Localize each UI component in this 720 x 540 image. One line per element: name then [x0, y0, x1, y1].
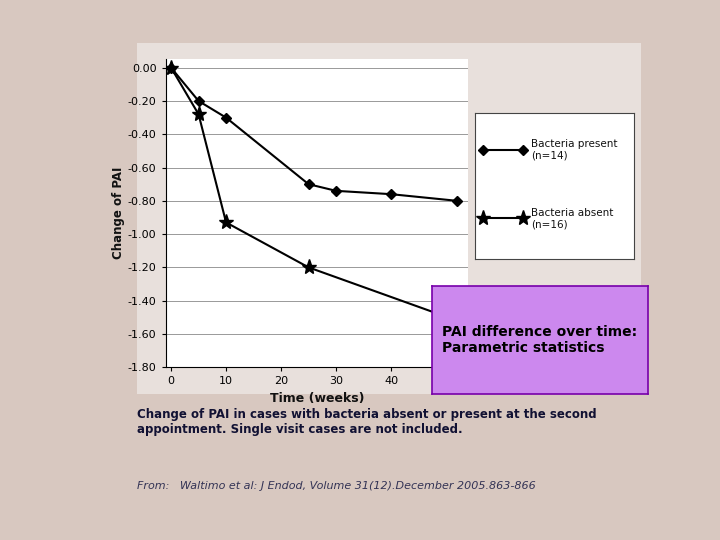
- Bacteria absent
(n=16): [305, 264, 313, 271]
- Line: Bacteria present
(n=14): Bacteria present (n=14): [168, 64, 461, 204]
- Bacteria present
(n=14): [332, 187, 341, 194]
- X-axis label: Time (weeks): Time (weeks): [269, 392, 364, 405]
- Bacteria present
(n=14): [222, 114, 230, 121]
- Text: From:   Waltimo et al: J Endod, Volume 31(12).December 2005.863-866: From: Waltimo et al: J Endod, Volume 31(…: [137, 481, 536, 491]
- Text: Bacteria present
(n=14): Bacteria present (n=14): [531, 139, 617, 160]
- Bacteria present
(n=14): [453, 198, 462, 204]
- Bacteria present
(n=14): [305, 181, 313, 187]
- Bacteria absent
(n=16): [167, 64, 176, 71]
- Y-axis label: Change of PAI: Change of PAI: [112, 167, 125, 260]
- Bacteria present
(n=14): [194, 98, 203, 104]
- Bacteria absent
(n=16): [453, 318, 462, 324]
- Text: Bacteria absent
(n=16): Bacteria absent (n=16): [531, 207, 613, 229]
- Text: Change of PAI in cases with bacteria absent or present at the second
appointment: Change of PAI in cases with bacteria abs…: [137, 408, 596, 436]
- Line: Bacteria absent
(n=16): Bacteria absent (n=16): [163, 60, 464, 328]
- Bacteria absent
(n=16): [194, 111, 203, 118]
- Bacteria absent
(n=16): [222, 219, 230, 226]
- Text: PAI difference over time:
Parametric statistics: PAI difference over time: Parametric sta…: [442, 325, 638, 355]
- Bacteria present
(n=14): [387, 191, 395, 198]
- Bacteria present
(n=14): [167, 64, 176, 71]
